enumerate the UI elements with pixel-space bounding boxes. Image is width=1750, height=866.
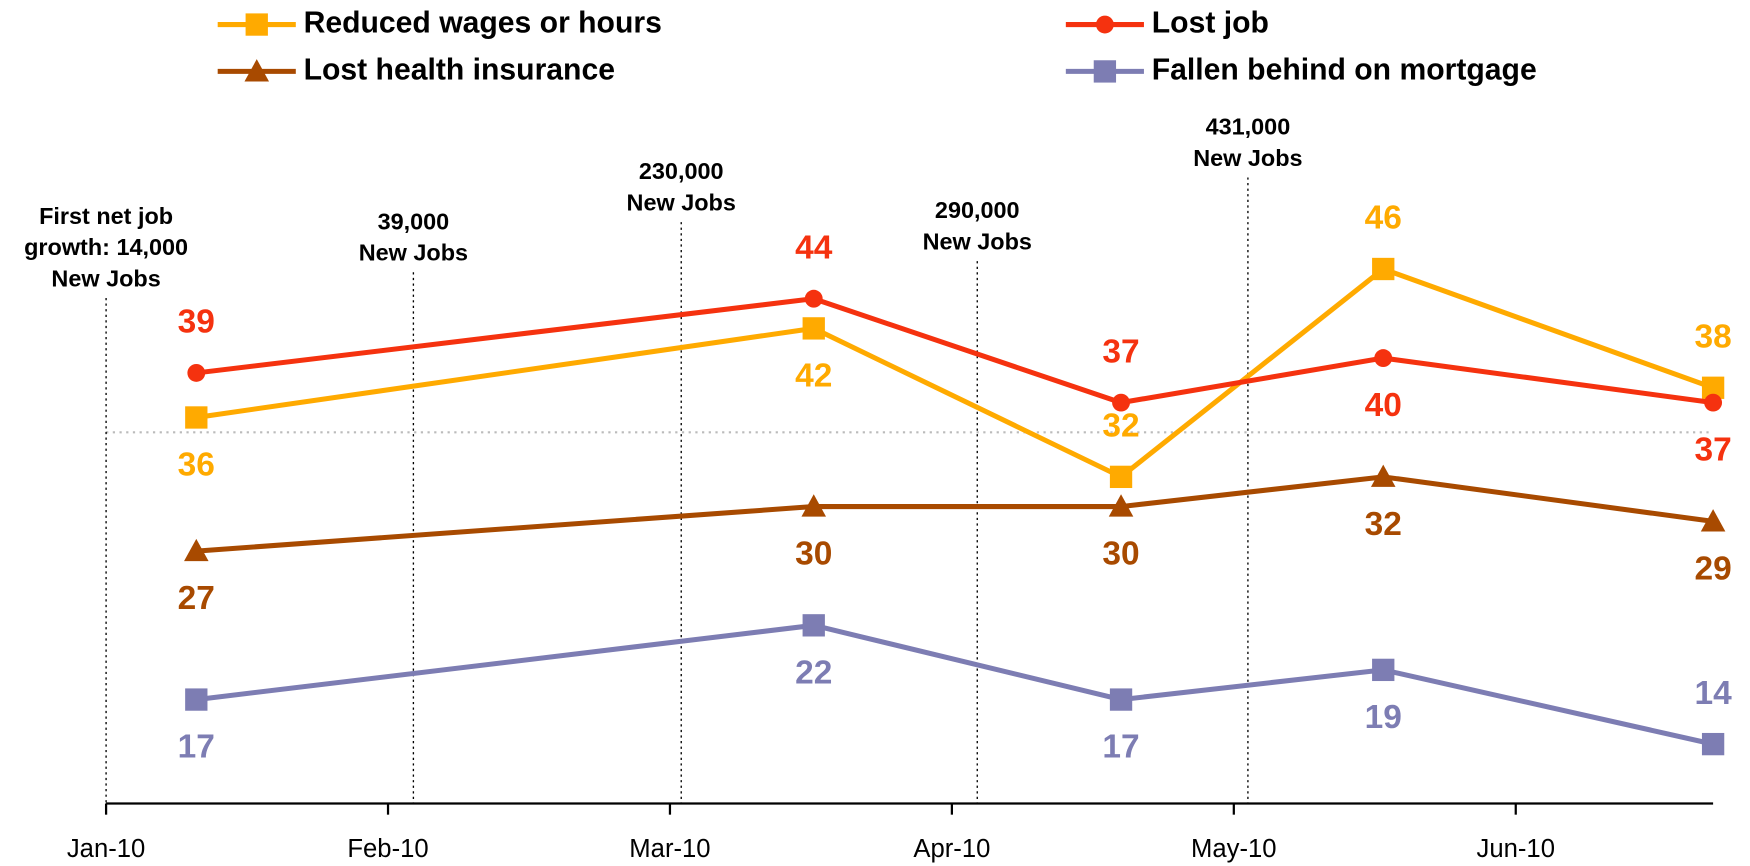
annotation-text: New Jobs bbox=[627, 189, 736, 215]
data-label: 37 bbox=[1694, 432, 1731, 469]
series-line bbox=[196, 622, 1714, 747]
x-tick-label: Apr-10 bbox=[913, 835, 990, 863]
annotation-text: First net job bbox=[39, 203, 173, 229]
x-tick-label: Feb-10 bbox=[347, 835, 428, 863]
data-label: 30 bbox=[795, 536, 832, 573]
legend-label: Reduced wages or hours bbox=[304, 7, 662, 40]
point bbox=[185, 406, 208, 429]
legend-marker bbox=[1093, 60, 1117, 83]
point bbox=[802, 317, 825, 340]
data-label: 32 bbox=[1102, 408, 1139, 445]
data-label: 22 bbox=[795, 654, 832, 691]
data-label: 38 bbox=[1694, 319, 1731, 356]
point bbox=[1370, 464, 1396, 487]
point bbox=[1112, 393, 1130, 412]
point bbox=[187, 364, 206, 382]
annotation-text: New Jobs bbox=[1193, 145, 1302, 171]
legend-marker bbox=[245, 13, 268, 36]
data-label: 46 bbox=[1365, 200, 1402, 237]
series-line bbox=[196, 474, 1714, 554]
point bbox=[1374, 349, 1393, 368]
x-tick-label: Mar-10 bbox=[629, 835, 710, 863]
point bbox=[1372, 257, 1395, 281]
x-tick-label: Jun-10 bbox=[1477, 835, 1555, 863]
data-label: 37 bbox=[1102, 333, 1139, 370]
data-label: 36 bbox=[178, 446, 215, 483]
point bbox=[1372, 658, 1395, 682]
point bbox=[185, 688, 208, 711]
annotation-text: 431,000 bbox=[1206, 114, 1291, 140]
annotation-text: New Jobs bbox=[359, 240, 468, 266]
data-label: 19 bbox=[1365, 699, 1402, 736]
data-label: 44 bbox=[795, 229, 833, 266]
legend-label: Lost job bbox=[1152, 7, 1269, 40]
point bbox=[804, 289, 823, 308]
data-label: 29 bbox=[1694, 550, 1731, 587]
point bbox=[1108, 494, 1134, 517]
legend-marker bbox=[1095, 15, 1114, 34]
point bbox=[1701, 732, 1725, 756]
data-label: 14 bbox=[1694, 675, 1732, 712]
annotation-text: New Jobs bbox=[51, 265, 160, 291]
data-label: 42 bbox=[795, 357, 832, 394]
annotation-text: New Jobs bbox=[923, 228, 1032, 254]
annotation-text: 290,000 bbox=[935, 197, 1020, 223]
point bbox=[1109, 688, 1133, 711]
point bbox=[1700, 509, 1726, 532]
data-label: 40 bbox=[1365, 387, 1402, 424]
legend-label: Fallen behind on mortgage bbox=[1152, 53, 1537, 86]
data-label: 30 bbox=[1102, 536, 1139, 573]
annotation-text: growth: 14,000 bbox=[24, 234, 188, 260]
data-label: 17 bbox=[1102, 729, 1139, 766]
annotation-text: 39,000 bbox=[378, 208, 450, 234]
data-label: 39 bbox=[178, 304, 215, 341]
data-label: 32 bbox=[1365, 506, 1402, 543]
data-label: 27 bbox=[178, 580, 215, 617]
x-tick-label: May-10 bbox=[1191, 835, 1277, 863]
point bbox=[1701, 376, 1725, 399]
point bbox=[801, 494, 827, 517]
x-tick-label: Jan-10 bbox=[67, 835, 145, 863]
legend-label: Lost health insurance bbox=[304, 53, 615, 86]
data-label: 17 bbox=[178, 729, 215, 766]
point bbox=[184, 538, 209, 562]
annotation-text: 230,000 bbox=[639, 158, 724, 184]
point bbox=[1704, 393, 1723, 412]
point bbox=[1109, 465, 1133, 489]
legend-marker bbox=[244, 59, 270, 82]
point bbox=[802, 614, 825, 637]
